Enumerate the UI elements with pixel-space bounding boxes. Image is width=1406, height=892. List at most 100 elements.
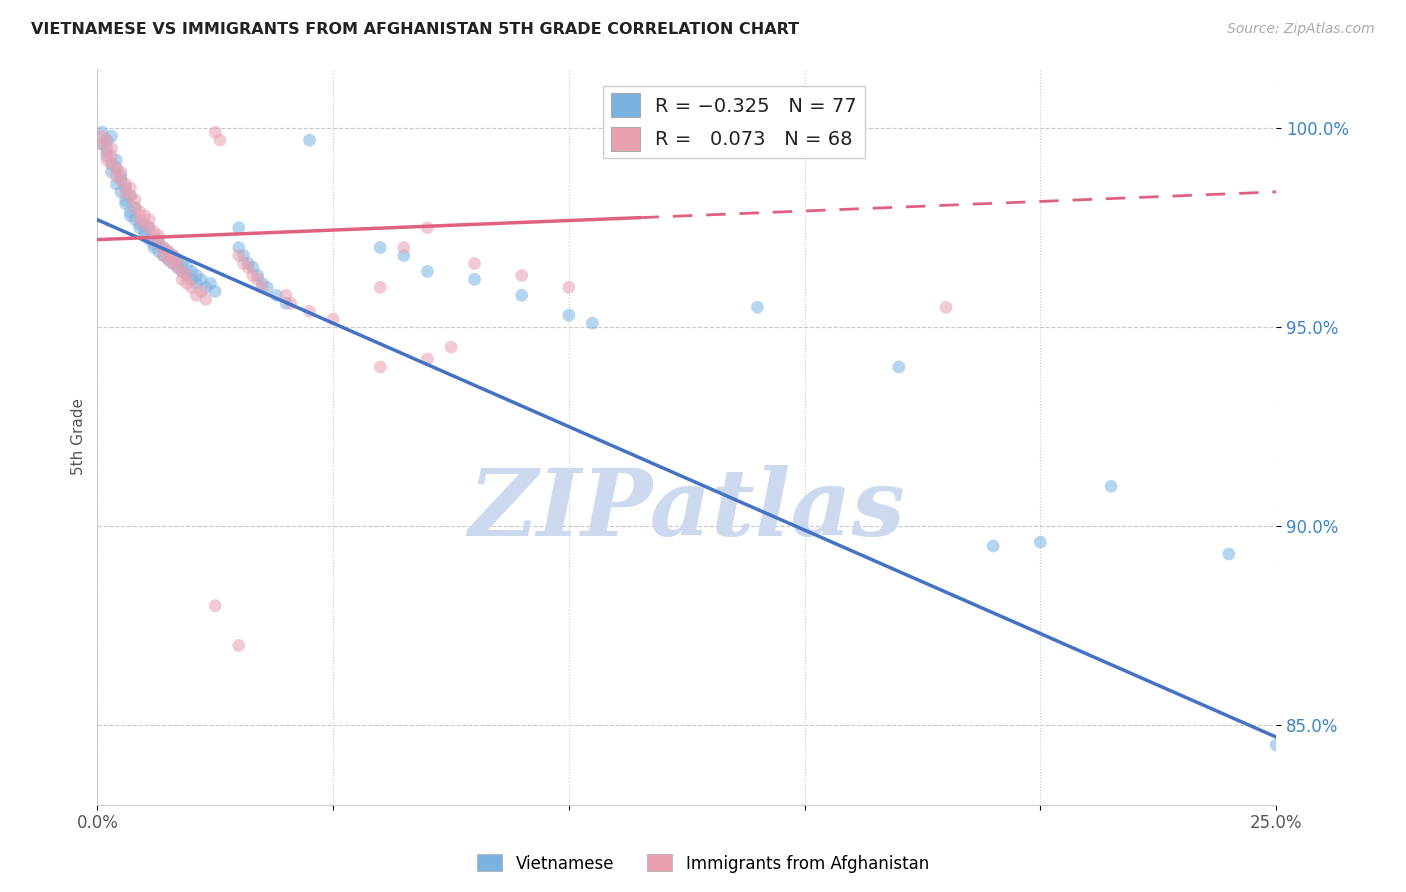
Point [581,316,603,330]
Point [252,277,274,291]
Point [110,165,132,179]
Point [91,137,114,152]
Point [558,280,581,294]
Point [392,248,415,262]
Y-axis label: 5th Grade: 5th Grade [72,398,86,475]
Point [138,212,160,227]
Point [238,260,260,275]
Point [252,280,274,294]
Point [124,193,146,207]
Point [120,189,142,203]
Point [1218,547,1240,561]
Point [190,272,212,286]
Point [322,312,344,326]
Point [464,256,486,270]
Point [134,228,156,243]
Point [105,161,128,175]
Point [100,129,122,144]
Point [440,340,463,354]
Point [1029,535,1052,549]
Point [172,256,194,270]
Point [208,133,231,147]
Point [228,241,250,255]
Point [124,201,146,215]
Point [280,296,302,310]
Point [180,280,202,294]
Point [148,236,170,251]
Point [246,272,269,286]
Point [1099,479,1122,493]
Point [110,169,132,183]
Point [128,220,150,235]
Point [464,272,486,286]
Point [176,268,198,283]
Point [100,157,122,171]
Point [114,185,136,199]
Point [110,173,132,187]
Point [166,252,188,267]
Point [1265,738,1288,752]
Point [368,359,391,374]
Point [105,177,128,191]
Point [114,193,136,207]
Point [142,241,165,255]
Point [242,260,264,275]
Point [96,153,118,167]
Legend: R = −0.325   N = 77, R =   0.073   N = 68: R = −0.325 N = 77, R = 0.073 N = 68 [603,86,865,158]
Point [274,288,297,302]
Point [176,277,198,291]
Point [96,141,118,155]
Point [138,220,160,235]
Point [166,260,188,275]
Point [152,241,174,255]
Point [172,272,194,286]
Point [392,241,415,255]
Point [110,185,132,199]
Point [152,248,174,262]
Point [232,248,254,262]
Point [204,599,226,613]
Point [91,129,114,144]
Point [120,209,142,223]
Point [232,256,254,270]
Point [228,639,250,653]
Point [134,209,156,223]
Point [96,133,118,147]
Point [105,153,128,167]
Point [190,285,212,299]
Point [200,277,222,291]
Point [510,268,533,283]
Legend: Vietnamese, Immigrants from Afghanistan: Vietnamese, Immigrants from Afghanistan [471,847,935,880]
Point [96,133,118,147]
Point [162,256,184,270]
Point [194,280,217,294]
Point [110,173,132,187]
Text: ZIPatlas: ZIPatlas [468,466,905,555]
Text: VIETNAMESE VS IMMIGRANTS FROM AFGHANISTAN 5TH GRADE CORRELATION CHART: VIETNAMESE VS IMMIGRANTS FROM AFGHANISTA… [31,22,799,37]
Point [105,161,128,175]
Point [981,539,1004,553]
Point [274,296,297,310]
Point [242,268,264,283]
Point [186,288,208,302]
Point [142,236,165,251]
Point [162,248,184,262]
Point [176,268,198,283]
Point [134,225,156,239]
Point [416,351,439,366]
Point [96,145,118,159]
Point [114,177,136,191]
Point [228,248,250,262]
Point [186,268,208,283]
Point [157,252,180,267]
Point [266,288,288,302]
Point [172,264,194,278]
Point [157,252,180,267]
Point [887,359,910,374]
Point [157,244,180,259]
Point [114,196,136,211]
Point [100,149,122,163]
Point [138,233,160,247]
Point [120,181,142,195]
Point [246,268,269,283]
